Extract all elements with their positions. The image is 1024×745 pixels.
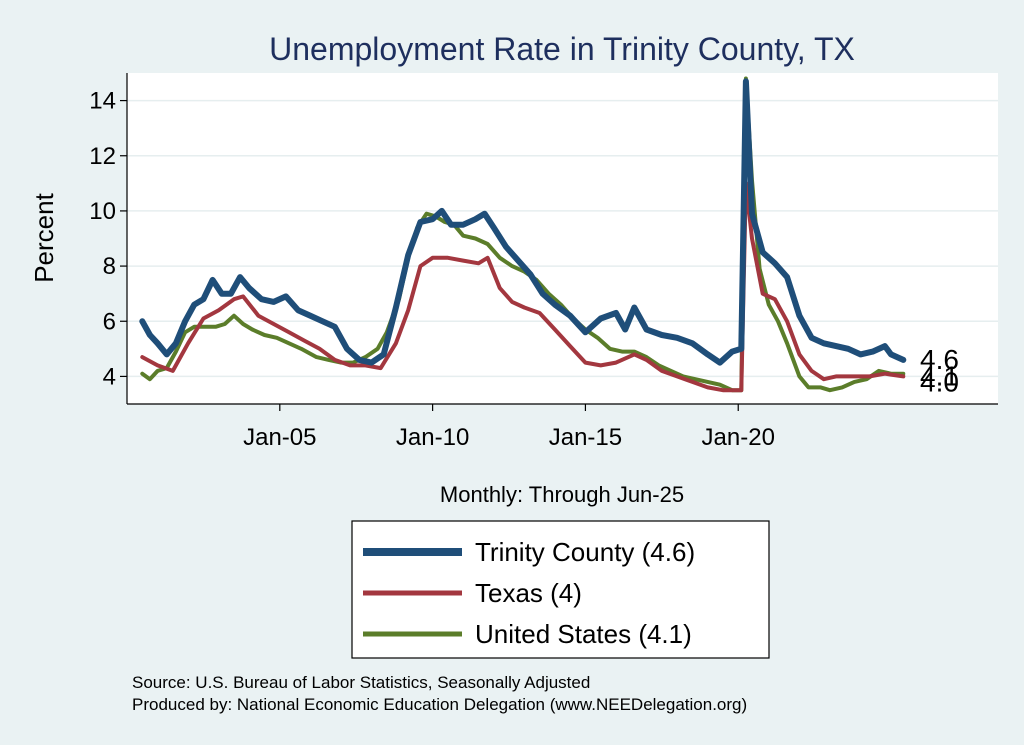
y-tick-label: 8: [103, 253, 116, 280]
legend-label: United States (4.1): [475, 619, 692, 649]
legend-label: Trinity County (4.6): [475, 537, 695, 567]
y-tick-label: 6: [103, 308, 116, 335]
end-labels: 4.04.14.6: [920, 344, 959, 398]
x-tick-label: Jan-20: [702, 424, 775, 451]
legend-label: Texas (4): [475, 578, 582, 608]
x-tick-label: Jan-15: [549, 424, 622, 451]
y-axis-label: Percent: [29, 192, 59, 282]
end-label: 4.6: [920, 344, 959, 375]
series-line-texas: [140, 181, 906, 393]
y-tick-label: 10: [89, 198, 116, 225]
end-label: 4.0: [920, 367, 959, 398]
x-tick-label: Jan-05: [243, 424, 316, 451]
y-tick-label: 12: [89, 143, 116, 170]
y-ticks: 4 6 8 10 12 14: [89, 88, 127, 390]
y-tick-label: 14: [89, 88, 116, 115]
legend: Trinity County (4.6) Texas (4) United Stat…: [363, 537, 695, 649]
series-line-trinity-county: [139, 78, 907, 366]
chart-title: Unemployment Rate in Trinity County, TX: [269, 31, 855, 67]
x-ticks: Jan-05 Jan-10 Jan-15 Jan-20: [243, 404, 775, 451]
series-line-united-states: [140, 76, 906, 393]
x-axis-note: Monthly: Through Jun-25: [440, 482, 684, 507]
producer-note: Produced by: National Economic Education…: [132, 695, 747, 714]
x-tick-label: Jan-10: [396, 424, 469, 451]
y-tick-label: 4: [103, 363, 116, 390]
source-note: Source: U.S. Bureau of Labor Statistics,…: [132, 673, 590, 692]
series-lines: [139, 76, 907, 393]
end-label: 4.1: [920, 360, 959, 391]
